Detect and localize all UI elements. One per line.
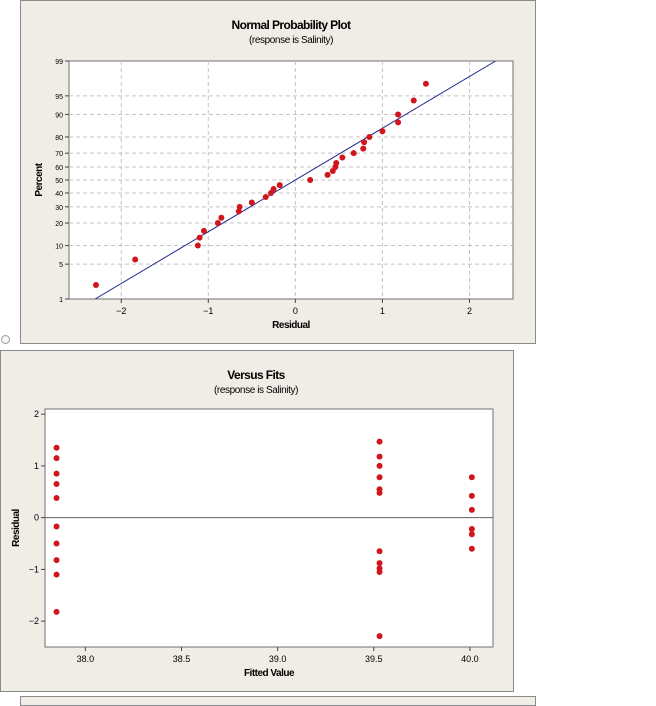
data-point: [422, 80, 429, 87]
fit-line: [94, 61, 496, 299]
data-point: [468, 506, 475, 513]
x-tick-label: 1: [380, 306, 385, 316]
data-point: [200, 227, 207, 234]
data-point: [366, 133, 373, 140]
y-tick-label: 2: [34, 409, 39, 419]
x-tick-label: 40.0: [461, 654, 479, 664]
data-point: [53, 571, 60, 578]
data-point: [376, 560, 383, 567]
data-point: [395, 111, 402, 118]
data-point: [468, 492, 475, 499]
data-point: [395, 119, 402, 126]
data-point: [376, 438, 383, 445]
normal-probability-plot-chart: Normal Probability Plot (response is Sali…: [34, 18, 514, 331]
data-point: [376, 489, 383, 496]
y-tick-label: −2: [29, 616, 39, 626]
data-point: [468, 531, 475, 538]
data-point: [333, 160, 340, 167]
data-point: [376, 474, 383, 481]
data-point: [53, 455, 60, 462]
data-point: [53, 444, 60, 451]
x-tick-label: 39.5: [365, 654, 383, 664]
data-point: [262, 193, 269, 200]
y-tick-label: 99: [55, 59, 63, 66]
x-tick-label: −1: [203, 306, 213, 316]
y-tick-label: 80: [55, 135, 63, 142]
x-tick-label: 39.0: [269, 654, 287, 664]
data-point: [468, 526, 475, 533]
data-point: [53, 540, 60, 547]
x-tick-label: 38.5: [173, 654, 191, 664]
data-point: [379, 128, 386, 135]
x-tick-label: 2: [467, 306, 472, 316]
data-point: [468, 545, 475, 552]
chart-title: Versus Fits: [227, 368, 285, 382]
x-tick-label: 0: [293, 306, 298, 316]
y-tick-label: 20: [55, 221, 63, 228]
data-point: [270, 186, 277, 193]
versus-fits-chart: Versus Fits (response is Salinity) 38.0 38.…: [11, 368, 494, 679]
data-point: [132, 256, 139, 263]
data-point: [194, 242, 201, 249]
radio-button[interactable]: [1, 335, 10, 344]
y-axis-label: Residual: [11, 508, 22, 546]
y-tick-label: 90: [55, 112, 63, 119]
x-axis-label: Residual: [272, 320, 310, 331]
y-tick-label: 5: [59, 262, 63, 269]
y-tick-label: 10: [55, 244, 63, 251]
data-point: [53, 470, 60, 477]
y-tick-label: 0: [34, 513, 39, 523]
data-point: [324, 171, 331, 178]
y-tick-label: 30: [55, 205, 63, 212]
data-point: [376, 568, 383, 575]
y-tick-label: 1: [34, 461, 39, 471]
y-axis-label: Percent: [34, 162, 45, 196]
data-point: [53, 557, 60, 564]
y-tick-label: 70: [55, 151, 63, 158]
data-point: [92, 282, 99, 289]
y-tick-label: 95: [55, 94, 63, 101]
data-point: [339, 154, 346, 161]
y-tick-label: 60: [55, 165, 63, 172]
x-tick-label: −2: [116, 306, 126, 316]
data-point: [350, 150, 357, 157]
normal-probability-plot-panel: Normal Probability Plot (response is Sali…: [20, 0, 536, 344]
y-tick-label: −1: [29, 564, 39, 574]
data-point: [376, 548, 383, 555]
data-point: [214, 220, 221, 227]
data-point: [196, 234, 203, 241]
x-axis-label: Fitted Value: [244, 668, 295, 679]
x-tick-label: 38.0: [77, 654, 95, 664]
data-point: [361, 139, 368, 146]
versus-fits-plot-panel: Versus Fits (response is Salinity) 38.0 38.…: [0, 350, 514, 692]
data-point: [468, 474, 475, 481]
y-tick-label: 1: [59, 297, 63, 304]
data-point: [276, 182, 283, 189]
data-point: [218, 214, 225, 221]
data-point: [235, 208, 242, 215]
y-tick-label: 40: [55, 191, 63, 198]
chart-subtitle: (response is Salinity): [214, 385, 298, 396]
data-point: [376, 633, 383, 640]
data-point: [53, 523, 60, 530]
data-point: [307, 177, 314, 183]
chart-title: Normal Probability Plot: [232, 18, 351, 32]
data-point: [360, 145, 367, 152]
data-point: [236, 203, 243, 210]
data-point: [248, 199, 255, 206]
data-point: [410, 97, 417, 104]
data-point: [376, 462, 383, 469]
data-point: [53, 608, 60, 615]
data-point: [53, 494, 60, 501]
y-tick-label: 50: [55, 178, 63, 185]
next-panel-edge: [20, 696, 536, 706]
chart-subtitle: (response is Salinity): [249, 35, 333, 46]
data-point: [376, 453, 383, 460]
plot-area: [44, 408, 494, 648]
data-point: [53, 481, 60, 488]
